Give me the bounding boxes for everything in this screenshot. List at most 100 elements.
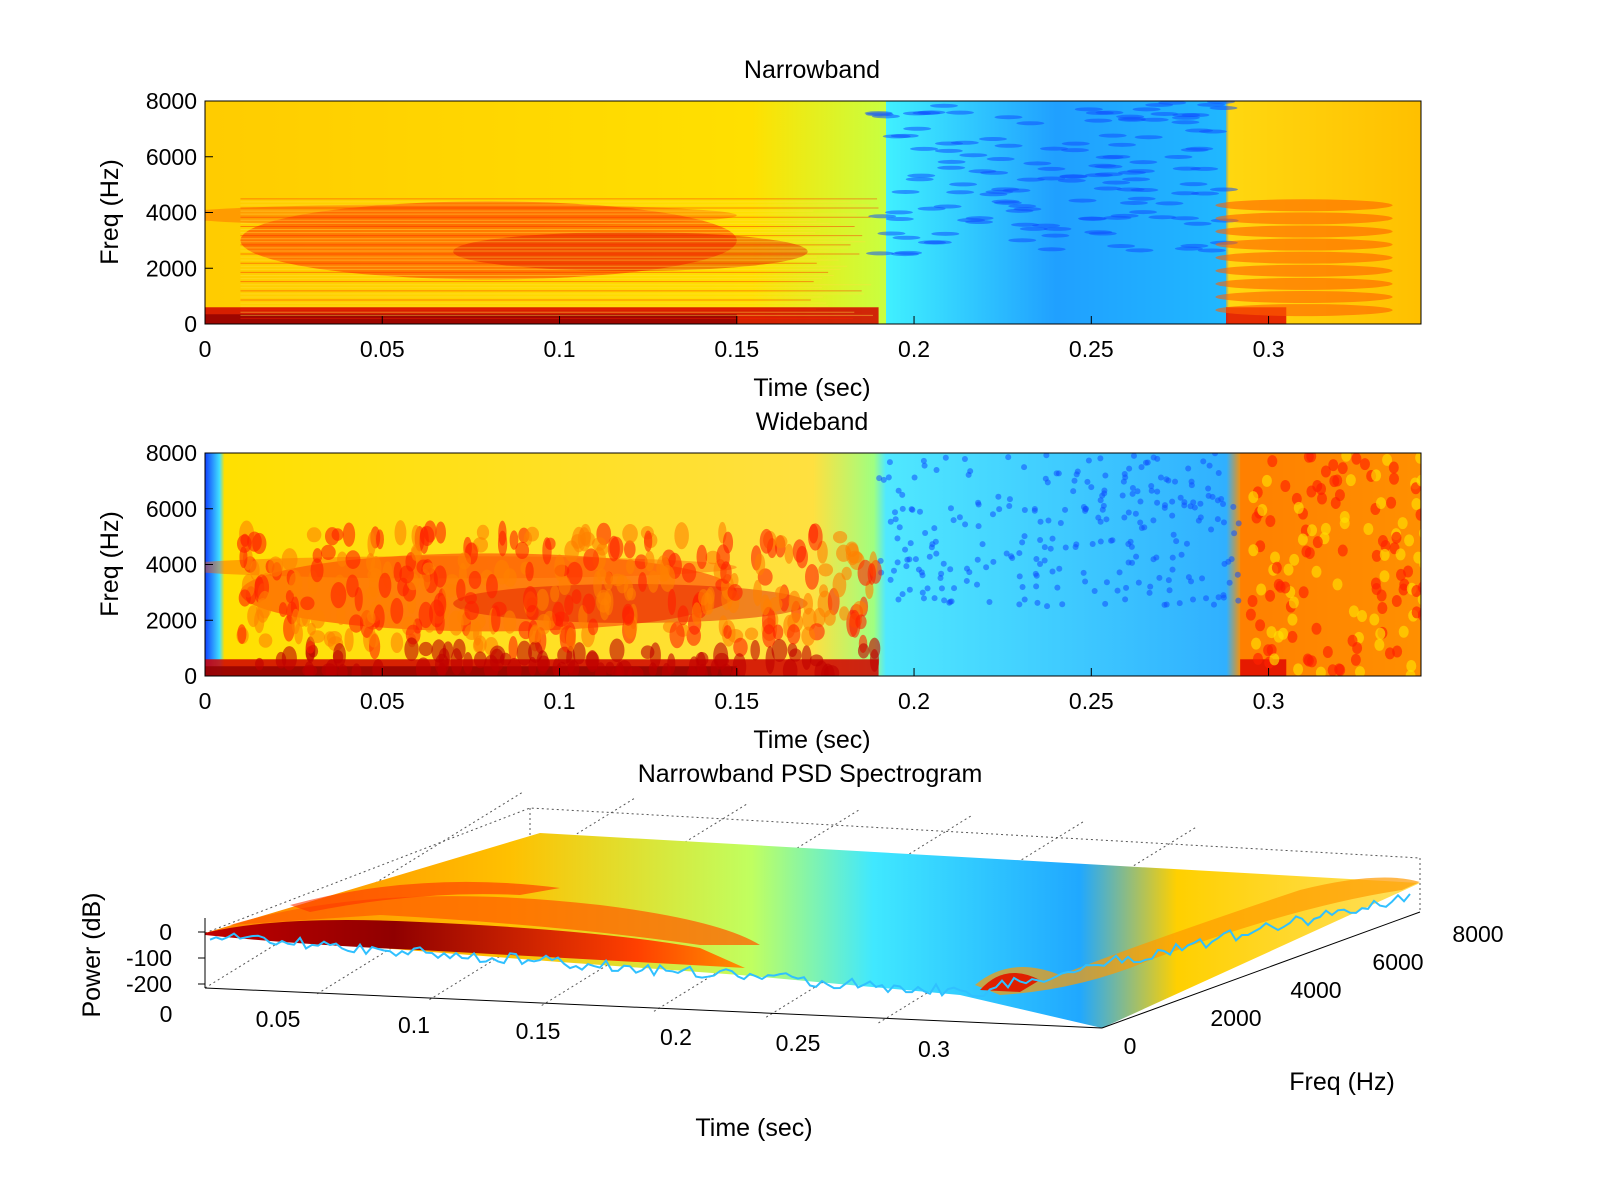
x-tick-label: 0.15 [714, 688, 759, 714]
burst-speckle [1354, 666, 1365, 676]
burst-speckle [1255, 619, 1266, 632]
burst-speckle [1425, 502, 1435, 514]
x-tick-label: 0.25 [1069, 336, 1114, 362]
noise-speckle [1019, 584, 1026, 591]
noise-speckle [1197, 248, 1226, 253]
y-tick-label: 8000 [146, 88, 197, 114]
noise-speckle [1097, 497, 1104, 504]
noise-speckle [1172, 113, 1201, 118]
noise-speckle [1084, 118, 1113, 123]
wideband-panel: Wideband 0 0.05 0.1 0.15 0.2 0.25 0.3 0 2000 4000… [96, 408, 1435, 754]
pitch-pulse [291, 608, 301, 635]
pitch-pulse [769, 596, 783, 612]
burst-speckle [1413, 551, 1421, 564]
pitch-pulse [593, 570, 602, 598]
noise-speckle [974, 581, 981, 588]
pitch-pulse [368, 632, 379, 648]
noise-speckle [1095, 514, 1102, 521]
narrowband-heatmap [205, 101, 1421, 324]
pitch-pulse [577, 527, 591, 552]
burst-region [1240, 453, 1421, 676]
burst-speckle [1345, 474, 1356, 487]
pitch-pulse [304, 661, 314, 676]
noise-speckle [1006, 502, 1013, 509]
burst-speckle [1245, 608, 1256, 621]
noise-speckle [1195, 517, 1202, 524]
noise-speckle [1095, 155, 1124, 160]
noise-speckle [921, 462, 928, 469]
burst-speckle [1307, 524, 1318, 537]
noise-speckle [1125, 509, 1132, 516]
noise-speckle [1150, 517, 1157, 524]
pitch-pulse [585, 651, 600, 670]
burst-speckle [1303, 654, 1314, 667]
pitch-pulse [555, 661, 569, 676]
burst-speckle [1311, 622, 1322, 635]
pitch-pulse [542, 537, 552, 565]
noise-speckle [1169, 566, 1176, 573]
noise-speckle [1062, 506, 1069, 513]
pitch-pulse [489, 645, 506, 664]
psd-z-tick-label: -200 [126, 971, 172, 997]
noise-speckle [933, 204, 962, 209]
y-tick-label: 4000 [146, 200, 197, 226]
wideband-title: Wideband [756, 408, 869, 436]
y-tick-label: 0 [184, 311, 197, 337]
noise-speckle [1034, 599, 1041, 606]
pitch-pulse [348, 614, 364, 633]
burst-speckle [1252, 652, 1263, 665]
psd-y-tick-label: 4000 [1290, 977, 1341, 1003]
pitch-pulse [415, 657, 431, 676]
noise-speckle [1134, 135, 1163, 140]
pitch-pulse [832, 572, 847, 598]
y-axis-line [1101, 911, 1421, 1029]
pitch-pulse [720, 561, 732, 584]
noise-speckle [887, 576, 894, 583]
psd-y-tick-label: 8000 [1452, 921, 1503, 947]
pitch-pulse [305, 640, 315, 654]
y-tick-label: 2000 [146, 607, 197, 633]
noise-speckle [963, 565, 970, 572]
pitch-pulse [839, 606, 850, 621]
pitch-pulse [528, 656, 537, 676]
psd-z-tick-label: -100 [126, 945, 172, 971]
psd-title: Narrowband PSD Spectrogram [638, 760, 983, 788]
noise-speckle [1003, 550, 1010, 557]
pitch-pulse [659, 564, 676, 592]
noise-speckle [1235, 520, 1242, 527]
burst-speckle [1377, 601, 1388, 614]
noise-speckle [1033, 583, 1040, 590]
pitch-pulse [622, 524, 638, 544]
noise-speckle [931, 525, 938, 532]
noise-speckle [922, 529, 929, 536]
burst-speckle [1287, 630, 1298, 643]
burst-speckle [1320, 522, 1331, 535]
noise-speckle [1122, 596, 1129, 603]
noise-speckle [868, 214, 897, 219]
noise-speckle [905, 177, 934, 182]
burst-speckle [1312, 536, 1323, 549]
pitch-pulse [268, 556, 284, 577]
x-tick-label: 0 [199, 688, 212, 714]
psd-surface [205, 833, 1420, 1028]
noise-speckle [892, 235, 921, 240]
burst-speckle [1251, 637, 1262, 650]
noise-speckle [1126, 465, 1133, 472]
burst-speckle [1348, 605, 1359, 618]
noise-speckle [1037, 166, 1066, 171]
noise-speckle [968, 169, 997, 174]
burst-speckle [1350, 653, 1361, 666]
noise-speckle [942, 454, 949, 461]
noise-speckle [1220, 501, 1227, 508]
noise-speckle [1228, 556, 1235, 563]
pitch-pulse [808, 523, 819, 544]
pitch-pulse [332, 650, 344, 664]
pitch-pulse [609, 536, 624, 560]
noise-speckle [978, 137, 1007, 142]
pitch-pulse [667, 588, 677, 616]
burst-speckle [1395, 548, 1406, 561]
noise-speckle [1121, 471, 1128, 478]
psd-y-tick-label: 2000 [1210, 1005, 1261, 1031]
noise-speckle [1019, 226, 1048, 231]
pitch-pulse [278, 602, 288, 618]
